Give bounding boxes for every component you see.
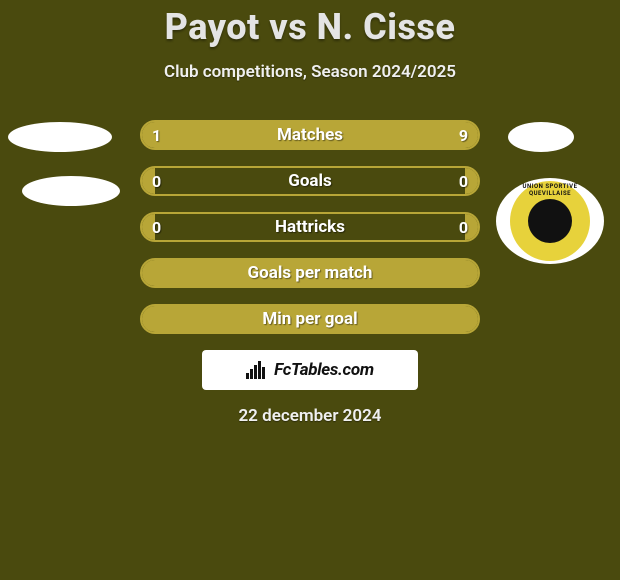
date-stamp: 22 december 2024 — [0, 406, 620, 426]
stat-bar-fill-left — [142, 122, 202, 148]
stat-bar: Goals per match — [140, 258, 480, 288]
stat-bar-fill-right — [465, 214, 478, 240]
stat-bar-fill-left — [142, 214, 155, 240]
branding-box: FcTables.com — [202, 350, 418, 390]
stat-bar: 00Goals — [140, 166, 480, 196]
stat-bar: 19Matches — [140, 120, 480, 150]
club-badge-text: UNION SPORTIVE QUEVILLAISE — [510, 183, 590, 197]
player-right-placeholder-1 — [508, 122, 574, 152]
stat-bar-fill-right — [202, 122, 478, 148]
stat-label: Goals — [142, 168, 478, 194]
stat-bar-fill-left — [142, 168, 155, 194]
stat-bars: 19Matches 00Goals 00Hattricks Goals per mat… — [140, 120, 480, 334]
player-left-placeholder-1 — [8, 122, 112, 152]
stat-bar-fill-left — [142, 306, 478, 332]
stat-bar-fill-right — [465, 168, 478, 194]
player-left-placeholder-2 — [22, 176, 120, 206]
stat-bar-fill-left — [142, 260, 478, 286]
branding-icon — [246, 361, 268, 379]
club-badge: UNION SPORTIVE QUEVILLAISE — [496, 178, 604, 264]
page-title: Payot vs N. Cisse — [0, 0, 620, 48]
page-subtitle: Club competitions, Season 2024/2025 — [0, 62, 620, 82]
branding-text: FcTables.com — [274, 360, 374, 380]
stat-bar: Min per goal — [140, 304, 480, 334]
stat-bar: 00Hattricks — [140, 212, 480, 242]
stat-label: Hattricks — [142, 214, 478, 240]
